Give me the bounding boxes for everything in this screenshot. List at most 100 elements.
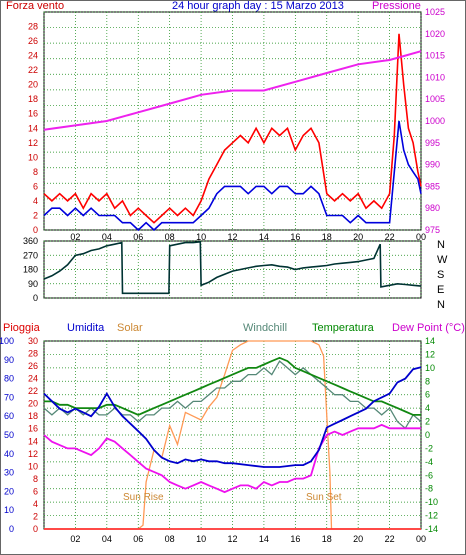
wind-tick-label: 24 <box>28 51 38 61</box>
wind-line <box>43 33 422 224</box>
temp-tick-label: 12 <box>425 349 435 359</box>
temp-tick-label: 2 <box>425 417 430 427</box>
x-tick-label: 04 <box>102 232 112 242</box>
windchill-legend: Windchill <box>243 322 287 334</box>
x-tick-label: 16 <box>290 232 300 242</box>
wind-tick-label: 22 <box>28 65 38 75</box>
wind-tick-label: 12 <box>28 138 38 148</box>
dewpoint-line <box>43 423 421 494</box>
rain-tick-label: 2 <box>33 511 38 521</box>
direction-panel-series <box>43 240 422 295</box>
temp-tick-label: 14 <box>425 336 435 346</box>
wind-tick-label: 28 <box>28 22 38 32</box>
rain-tick-label: 12 <box>28 449 38 459</box>
humidity-tick-label: 80 <box>4 374 14 384</box>
temp-tick-label: -8 <box>425 484 433 494</box>
humidity-tick-label: 60 <box>4 411 14 421</box>
direction-tick-label: 180 <box>23 265 38 275</box>
temp-tick-label: -14 <box>425 524 438 534</box>
rain-tick-label: 8 <box>33 474 38 484</box>
humidity-tick-label: 10 <box>4 505 14 515</box>
rain-tick-label: 24 <box>28 374 38 384</box>
temp-tick-label: 4 <box>425 403 430 413</box>
x-tick-label: 00 <box>416 232 426 242</box>
pressure-tick-label: 980 <box>425 203 440 213</box>
humidity-tick-label: 30 <box>4 468 14 478</box>
rain-tick-label: 14 <box>28 436 38 446</box>
rain-tick-label: 28 <box>28 349 38 359</box>
x-tick-label: 18 <box>322 232 332 242</box>
pressure-tick-label: 1015 <box>425 51 445 61</box>
rain-tick-label: 0 <box>33 524 38 534</box>
temp-tick-label: -10 <box>425 497 438 507</box>
temp-panel-ticks: 1009080706050403020100302826242220181614… <box>0 336 438 544</box>
pressure-tick-label: 985 <box>425 181 440 191</box>
wind-tick-label: 14 <box>28 123 38 133</box>
x-tick-label: 22 <box>385 534 395 544</box>
dewpoint-legend: Dew Point (°C) <box>392 322 465 334</box>
rain-tick-label: 6 <box>33 486 38 496</box>
x-tick-label: 22 <box>385 232 395 242</box>
pressure-tick-label: 1025 <box>425 7 445 17</box>
compass-label: S <box>437 269 444 281</box>
compass-label: E <box>437 284 444 296</box>
rain-tick-label: 20 <box>28 399 38 409</box>
wind-tick-label: 16 <box>28 109 38 119</box>
wind-tick-label: 0 <box>33 225 38 235</box>
direction-tick-label: 0 <box>33 293 38 303</box>
rain-tick-label: 4 <box>33 499 38 509</box>
sunrise-annotation: Sun Rise <box>123 492 164 503</box>
temp-tick-label: 10 <box>425 363 435 373</box>
humidity-line <box>43 366 422 468</box>
wind-panel-series <box>43 33 422 232</box>
temp-tick-label: -2 <box>425 443 433 453</box>
x-tick-label: 12 <box>227 232 237 242</box>
direction-tick-label: 270 <box>23 250 38 260</box>
temperature-legend: Temperatura <box>312 322 375 334</box>
rain-tick-label: 26 <box>28 361 38 371</box>
pressure-tick-label: 975 <box>425 225 440 235</box>
wind-tick-label: 18 <box>28 94 38 104</box>
x-tick-label: 00 <box>416 534 426 544</box>
humidity-tick-label: 100 <box>0 336 14 346</box>
wind-tick-label: 8 <box>33 167 38 177</box>
x-tick-label: 10 <box>196 534 206 544</box>
rain-legend: Pioggia <box>3 322 41 334</box>
pressure-tick-label: 1020 <box>425 29 445 39</box>
compass-label: W <box>437 254 448 266</box>
wind-tick-label: 26 <box>28 36 38 46</box>
humidity-tick-label: 20 <box>4 486 14 496</box>
pressure-line <box>43 50 422 131</box>
temp-tick-label: 6 <box>425 390 430 400</box>
x-tick-label: 10 <box>196 232 206 242</box>
pressure-tick-label: 1005 <box>425 94 445 104</box>
wind-tick-label: 6 <box>33 181 38 191</box>
x-tick-label: 14 <box>259 534 269 544</box>
gust_avg-line <box>43 120 422 232</box>
compass-label: N <box>437 299 445 311</box>
x-tick-label: 06 <box>133 534 143 544</box>
pressure-tick-label: 995 <box>425 138 440 148</box>
rain-tick-label: 16 <box>28 424 38 434</box>
x-tick-label: 02 <box>70 534 80 544</box>
compass-label: N <box>437 239 445 251</box>
x-tick-label: 20 <box>353 232 363 242</box>
pressure-axis-label: Pressione <box>372 0 421 12</box>
sunset-annotation: Sun Set <box>306 492 342 503</box>
x-tick-label: 20 <box>353 534 363 544</box>
temp-tick-label: -6 <box>425 470 433 480</box>
wind-panel-grid <box>43 11 422 231</box>
x-tick-label: 16 <box>290 534 300 544</box>
temp-panel-series <box>43 340 422 530</box>
rain-tick-label: 30 <box>28 336 38 346</box>
x-tick-label: 08 <box>165 534 175 544</box>
chart-title: 24 hour graph day : 15 Marzo 2013 <box>172 0 344 12</box>
x-tick-label: 14 <box>259 232 269 242</box>
humidity-tick-label: 50 <box>4 430 14 440</box>
direction-tick-label: 360 <box>23 236 38 246</box>
rain-tick-label: 22 <box>28 386 38 396</box>
